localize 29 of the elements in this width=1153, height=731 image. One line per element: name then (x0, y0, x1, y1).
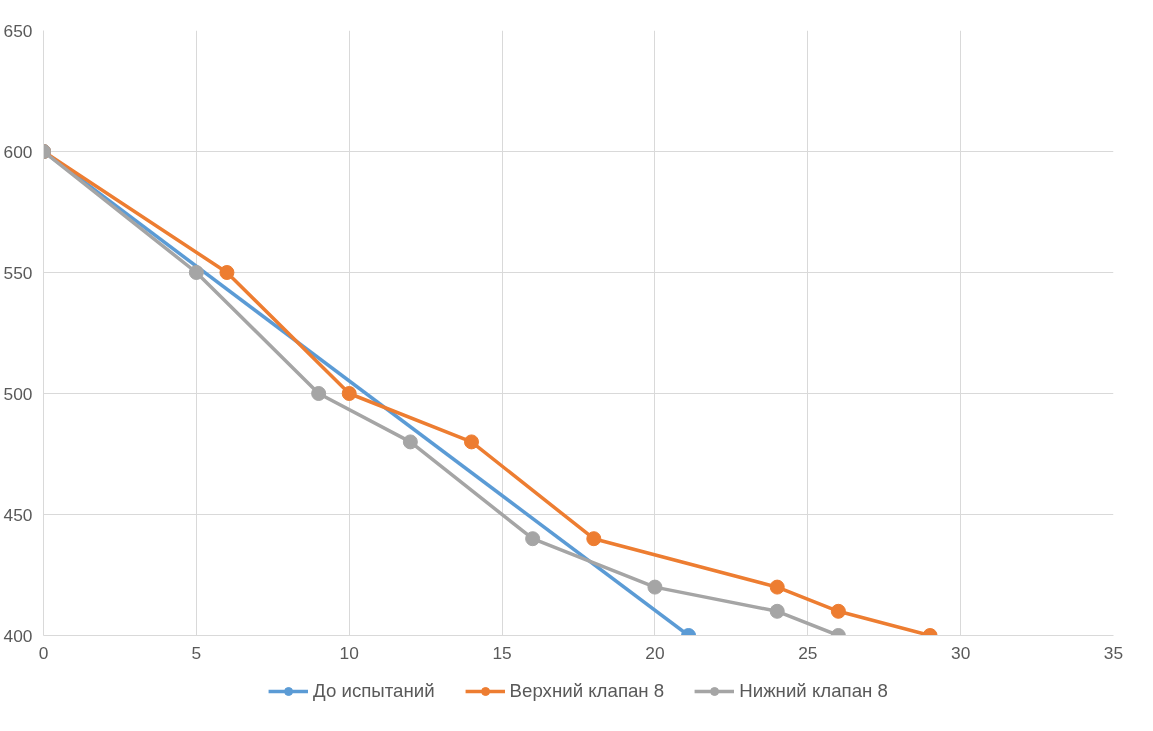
point (525, 531, 541, 547)
legend-label: Верхний клапан 8 (509, 680, 665, 702)
point (586, 531, 602, 547)
y-tick-label: 400 (3, 625, 33, 646)
x-tick-label: 25 (798, 642, 818, 663)
y-tick-label: 650 (3, 20, 33, 41)
y-tick-label: 600 (3, 141, 33, 162)
y-tick-label: 500 (3, 383, 33, 404)
point (769, 603, 785, 619)
point (311, 386, 327, 401)
point (464, 434, 479, 450)
x-tick-label: 10 (339, 642, 359, 663)
point (188, 265, 204, 280)
x-tick-label: 0 (38, 642, 49, 663)
x-tick-label: 30 (951, 642, 971, 663)
y-tick-label: 550 (3, 262, 33, 283)
point (402, 434, 418, 450)
legend-label: Нижний клапан 8 (739, 680, 888, 702)
legend-label: До испытаний (313, 680, 435, 702)
point (769, 579, 785, 595)
x-tick-label: 20 (645, 642, 665, 663)
x-tick-label: 5 (191, 642, 202, 663)
y-tick-label: 450 (3, 504, 33, 525)
x-tick-label: 15 (492, 642, 512, 663)
point (341, 386, 357, 401)
point (830, 603, 846, 619)
x-tick-label: 35 (1103, 642, 1124, 663)
point (219, 265, 235, 280)
point (647, 579, 663, 595)
